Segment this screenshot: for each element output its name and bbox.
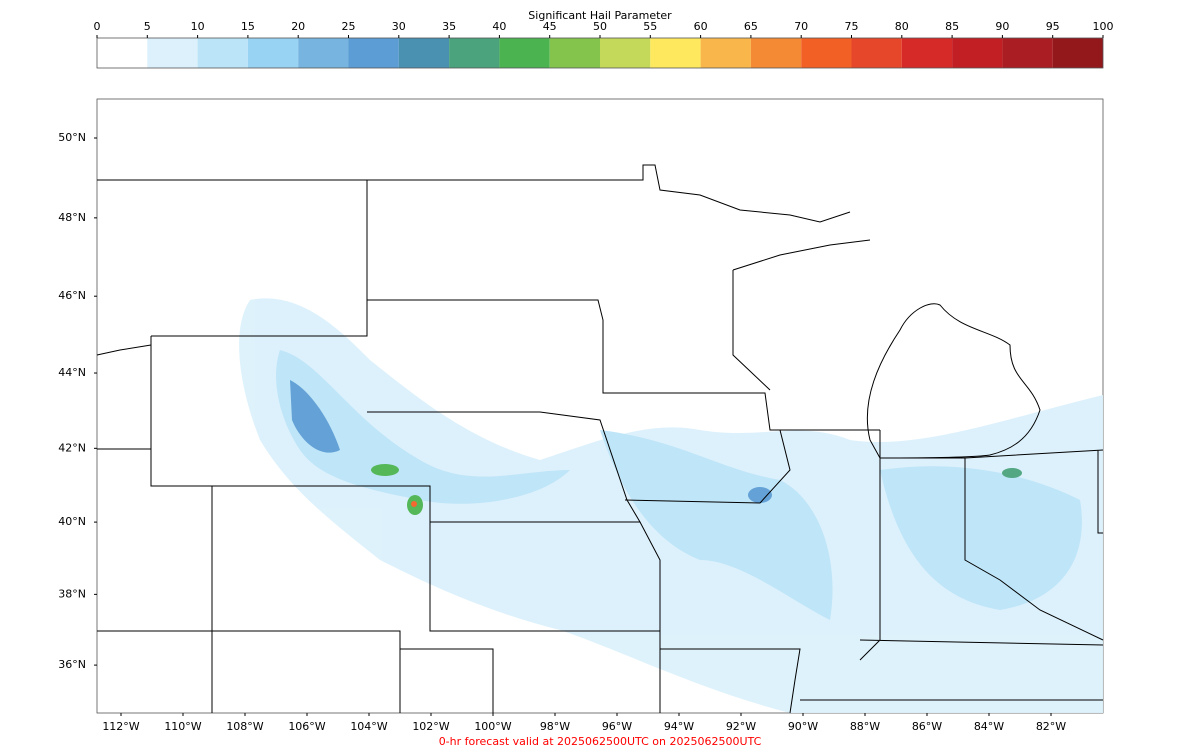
hail-field [239,298,1104,713]
colorbar-segment [700,38,751,68]
colorbar-segment [298,38,349,68]
colorbar-segment [952,38,1003,68]
colorbar-tick-label: 75 [845,20,859,33]
colorbar-tick-label: 95 [1046,20,1060,33]
hail-core [411,501,417,507]
border-line [97,164,871,271]
colorbar-segment [801,38,852,68]
colorbar-tick-label: 5 [144,20,151,33]
colorbar-segment [197,38,248,68]
lon-label: 96°W [602,720,632,733]
colorbar-segment [247,38,299,68]
hail-area [276,350,570,504]
colorbar-tick-label: 60 [694,20,708,33]
colorbar-tick-label: 30 [392,20,406,33]
borders [96,164,1104,714]
colorbar-segment [499,38,550,68]
colorbar-tick-label: 65 [744,20,758,33]
lat-label: 38°N [58,587,86,600]
colorbar-segment [97,38,148,68]
colorbar-segment [147,38,198,68]
colorbar-segment [851,38,902,68]
colorbar-tick-label: 85 [945,20,959,33]
colorbar-tick-label: 35 [442,20,456,33]
lon-label: 110°W [164,720,201,733]
lat-label: 50°N [58,131,86,144]
lon-label: 94°W [664,720,694,733]
lake-shore [866,303,1041,459]
colorbar-tick-label: 55 [643,20,657,33]
colorbar-tick-label: 20 [291,20,305,33]
colorbar-segment [600,38,651,68]
border-line [97,180,1104,714]
colorbar-tick-label: 40 [492,20,506,33]
lat-label: 36°N [58,658,86,671]
colorbar: 0 5 10 15 20 25 30 35 40 45 50 55 60 65 70 75 80 85 90 95 10… [94,20,1114,69]
lon-label: 92°W [726,720,756,733]
lon-label: 106°W [288,720,325,733]
border-line [96,344,152,450]
lon-label: 90°W [788,720,818,733]
colorbar-segment [449,38,500,68]
colorbar-segment [901,38,953,68]
lon-label: 86°W [912,720,942,733]
colorbar-tick-label: 70 [794,20,808,33]
lon-label: 100°W [474,720,511,733]
colorbar-tick-label: 50 [593,20,607,33]
colorbar-segment [650,38,701,68]
colorbar-tick-label: 0 [94,20,101,33]
lat-label: 40°N [58,515,86,528]
hail-core [1002,468,1022,478]
hail-core [290,380,340,453]
lon-label: 102°W [412,720,449,733]
colorbar-tick-label: 100 [1093,20,1114,33]
lon-label: 104°W [350,720,387,733]
colorbar-tick-label: 90 [995,20,1009,33]
lat-label: 44°N [58,366,86,379]
colorbar-tick-label: 15 [241,20,255,33]
lon-label: 108°W [226,720,263,733]
colorbar-segment [549,38,600,68]
colorbar-tick-label: 25 [342,20,356,33]
lon-label: 88°W [850,720,880,733]
lon-label: 112°W [102,720,139,733]
colorbar-segment [1052,38,1103,68]
hail-area [880,466,1082,610]
colorbar-tick-label: 45 [543,20,557,33]
lat-label: 48°N [58,211,86,224]
lon-label: 82°W [1036,720,1066,733]
lon-label: 84°W [974,720,1004,733]
colorbar-segment [398,38,450,68]
lat-label: 46°N [58,289,86,302]
map: 112°W 110°W 108°W 106°W 104°W 102°W 100°W 98°W 9… [58,98,1104,733]
colorbar-segment [1002,38,1053,68]
colorbar-tick-label: 10 [191,20,205,33]
lon-label: 98°W [540,720,570,733]
colorbar-segment [348,38,399,68]
lat-label: 42°N [58,441,86,454]
hail-core [748,487,772,503]
colorbar-tick-label: 80 [895,20,909,33]
footer: 0-hr forecast valid at 2025062500UTC on … [439,735,762,748]
hail-core [371,464,399,476]
colorbar-title: Significant Hail Parameter [528,9,672,22]
hail-area [600,430,833,620]
colorbar-segment [750,38,802,68]
